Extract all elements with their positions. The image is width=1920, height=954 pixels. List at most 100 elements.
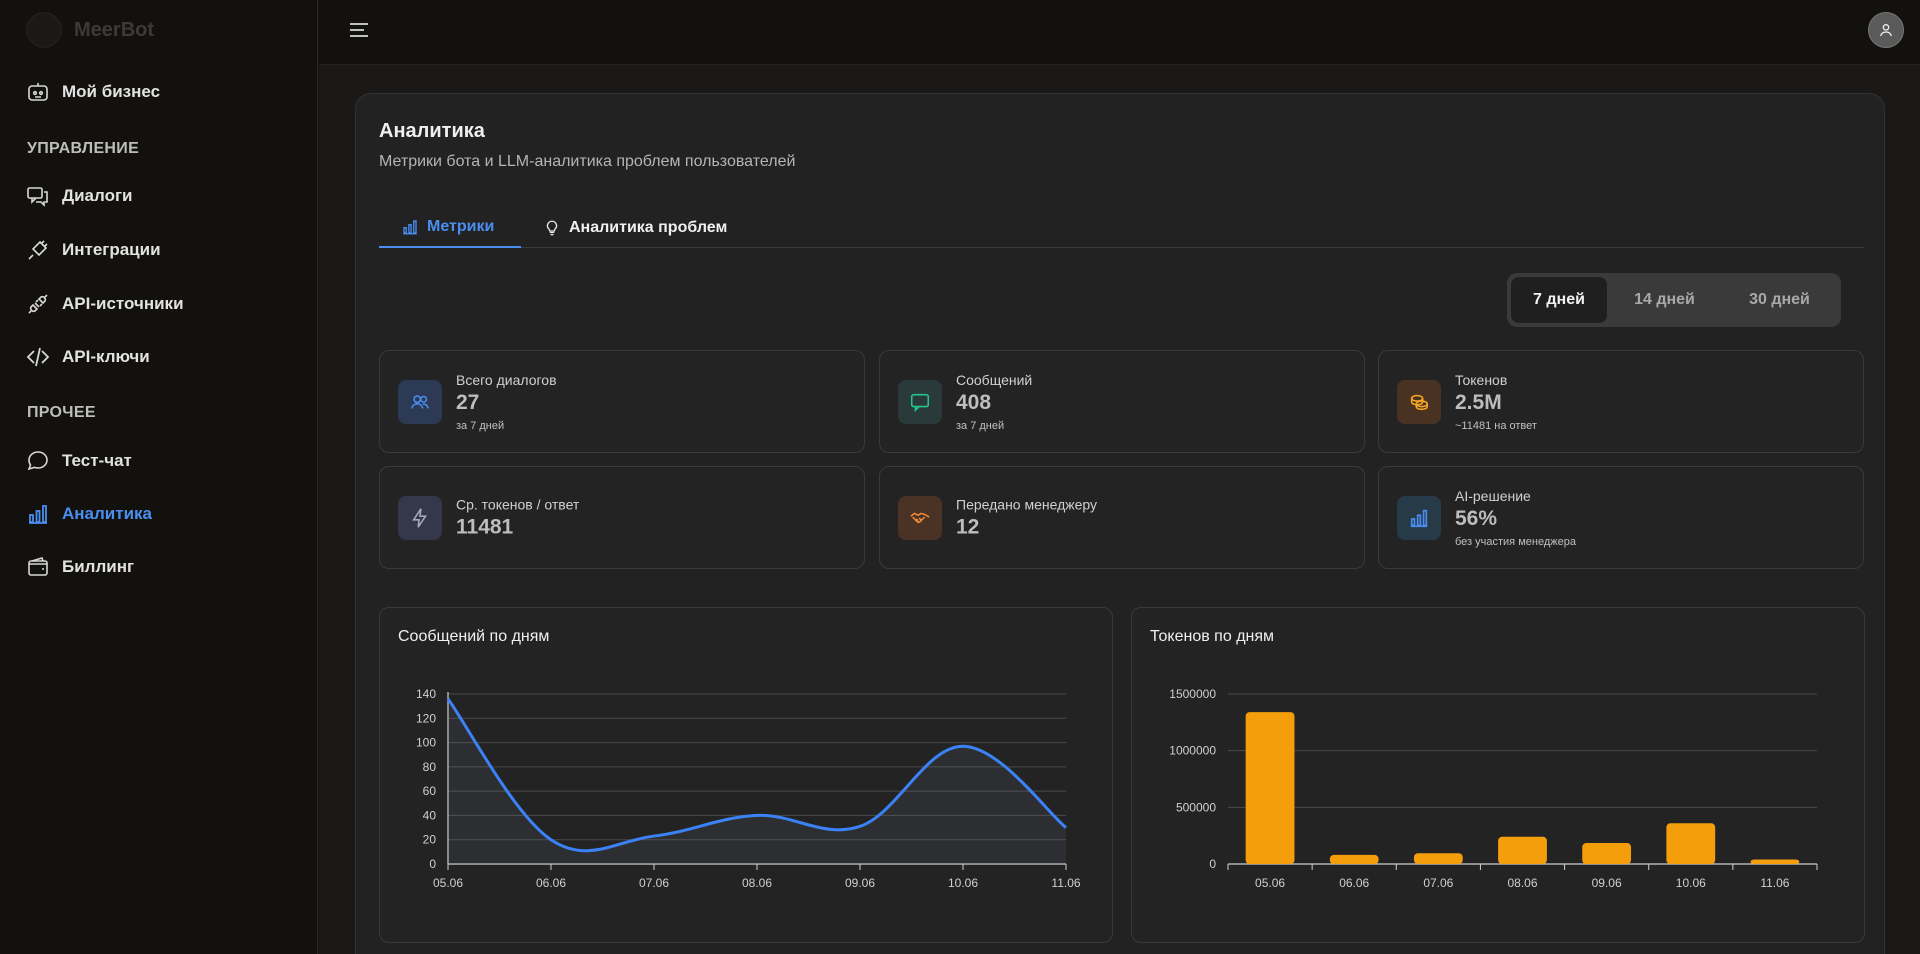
stat-value: 12	[956, 515, 980, 538]
range-30-days[interactable]: 30 дней	[1749, 291, 1810, 308]
brand[interactable]: MeerBot	[26, 10, 154, 50]
y-tick-label: 40	[423, 808, 437, 822]
range-selector: 7 дней 14 дней 30 дней	[1507, 273, 1841, 327]
stat-icon-box	[1397, 495, 1441, 540]
x-tick-label: 05.06	[433, 876, 463, 890]
message-icon	[910, 393, 930, 412]
sidebar-item-dialogs[interactable]: Диалоги	[26, 179, 296, 213]
sidebar-item-test-chat[interactable]: Тест-чат	[26, 444, 296, 478]
topbar	[319, 0, 1920, 65]
stat-label: Сообщений	[956, 371, 1033, 388]
stat-text: Передано менеджеру 12	[956, 496, 1097, 539]
bar	[1413, 853, 1463, 864]
stat-icon-box	[898, 495, 942, 540]
plug-icon	[28, 240, 48, 260]
chat-bubble-icon	[27, 451, 48, 471]
lightbulb-icon	[546, 220, 558, 236]
lightning-icon	[412, 507, 427, 528]
user-icon	[1880, 24, 1892, 37]
sidebar: MeerBot Мой бизнес УПРАВЛЕНИЕ Диалоги Ин…	[0, 0, 318, 954]
x-tick-label: 08.06	[742, 876, 772, 890]
x-tick-label: 08.06	[1507, 876, 1537, 890]
brand-logo	[26, 12, 62, 48]
stat-value: 56%	[1455, 506, 1498, 530]
x-tick-label: 07.06	[1423, 876, 1453, 890]
stat-sub: за 7 дней	[956, 419, 1005, 432]
y-tick-label: 120	[416, 711, 436, 725]
sidebar-item-api-sources[interactable]: API-источники	[26, 287, 296, 321]
stat-messages: Сообщений 408 за 7 дней	[879, 350, 1365, 453]
sidebar-item-billing[interactable]: Биллинг	[26, 550, 296, 584]
stat-text: Ср. токенов / ответ 11481	[456, 496, 579, 539]
stat-text: Всего диалогов 27 за 7 дней	[456, 372, 557, 432]
y-tick-label: 0	[429, 857, 436, 871]
y-tick-label: 500000	[1176, 800, 1216, 814]
x-tick-label: 06.06	[536, 876, 566, 890]
x-tick-label: 11.06	[1760, 876, 1789, 890]
sidebar-item-label: Аналитика	[62, 504, 152, 523]
avatar[interactable]	[1868, 12, 1904, 48]
tabs: Метрики Аналитика проблем	[379, 208, 1864, 248]
users-icon	[410, 394, 429, 409]
stat-ai-resolution: AI-решение 56% без участия менеджера	[1378, 466, 1864, 569]
range-7-days[interactable]: 7 дней	[1511, 277, 1607, 323]
stat-text: AI-решение 56% без участия менеджера	[1455, 488, 1576, 548]
sidebar-item-analytics[interactable]: Аналитика	[26, 497, 296, 531]
chat-bubbles-icon	[27, 187, 48, 207]
stat-total-dialogs: Всего диалогов 27 за 7 дней	[379, 350, 865, 453]
chart-messages-per-day: Сообщений по дням 0 20 40 60 80 100 120 140 05.0…	[379, 607, 1113, 943]
bar	[1498, 836, 1547, 864]
brand-name: MeerBot	[74, 18, 155, 41]
x-tick-label: 09.06	[845, 876, 875, 890]
stat-handed-to-manager: Передано менеджеру 12	[879, 466, 1365, 569]
stat-icon-box	[398, 379, 442, 424]
sidebar-item-label: Тест-чат	[62, 451, 132, 470]
sidebar-item-my-business[interactable]: Мой бизнес	[26, 75, 296, 109]
series-line	[446, 697, 1067, 853]
stat-icon-box	[398, 495, 442, 540]
handshake-icon	[910, 512, 930, 523]
y-tick-label: 60	[423, 784, 437, 798]
stat-sub: за 7 дней	[456, 419, 505, 432]
x-tick-label: 06.06	[1339, 876, 1369, 890]
line-chart: 0 20 40 60 80 100 120 140 05.06 06.06 07.06 08.06 09…	[416, 687, 1081, 890]
sidebar-item-label: Диалоги	[62, 186, 133, 205]
y-tick-label: 0	[1209, 857, 1216, 871]
analytics-panel: Аналитика Метрики бота и LLM-аналитика п…	[355, 93, 1885, 954]
stat-value: 11481	[456, 515, 514, 538]
stat-label: AI-решение	[1455, 487, 1531, 504]
sidebar-item-label: API-ключи	[62, 347, 150, 366]
y-tick-label: 20	[423, 833, 437, 847]
sidebar-item-integrations[interactable]: Интеграции	[26, 233, 296, 267]
tab-label: Аналитика проблем	[569, 219, 728, 236]
stat-label: Ср. токенов / ответ	[456, 496, 580, 512]
stat-icon-box	[1397, 379, 1441, 424]
stat-value: 2.5M	[1455, 390, 1502, 414]
stat-text: Токенов 2.5M ~11481 на ответ	[1455, 372, 1537, 432]
sidebar-item-api-keys[interactable]: API-ключи	[26, 340, 296, 374]
stat-value: 408	[956, 390, 992, 414]
stat-label: Токенов	[1455, 371, 1508, 388]
coins-icon	[1410, 394, 1429, 410]
y-tick-label: 1500000	[1169, 687, 1216, 701]
chart-title: Сообщений по дням	[398, 628, 550, 645]
tab-problem-analytics[interactable]: Аналитика проблем	[521, 208, 749, 248]
x-tick-label: 11.06	[1051, 876, 1080, 890]
sidebar-item-label: Мой бизнес	[62, 82, 161, 101]
plug-connector-icon	[28, 294, 48, 314]
bar	[1750, 859, 1800, 864]
stat-sub: без участия менеджера	[1455, 535, 1576, 548]
stat-tokens: Токенов 2.5M ~11481 на ответ	[1378, 350, 1864, 453]
stat-sub: ~11481 на ответ	[1455, 419, 1537, 432]
range-14-days[interactable]: 14 дней	[1634, 291, 1695, 308]
menu-icon[interactable]	[347, 18, 371, 42]
y-tick-label: 1000000	[1169, 744, 1216, 758]
sidebar-item-label: Интеграции	[62, 240, 161, 259]
bar-chart-icon	[403, 220, 417, 235]
bar	[1582, 843, 1632, 864]
tab-metrics[interactable]: Метрики	[379, 208, 521, 248]
stat-text: Сообщений 408 за 7 дней	[956, 372, 1032, 432]
main-area: Аналитика Метрики бота и LLM-аналитика п…	[319, 65, 1920, 954]
section-manage: УПРАВЛЕНИЕ	[27, 140, 140, 157]
y-tick-label: 140	[416, 687, 436, 701]
